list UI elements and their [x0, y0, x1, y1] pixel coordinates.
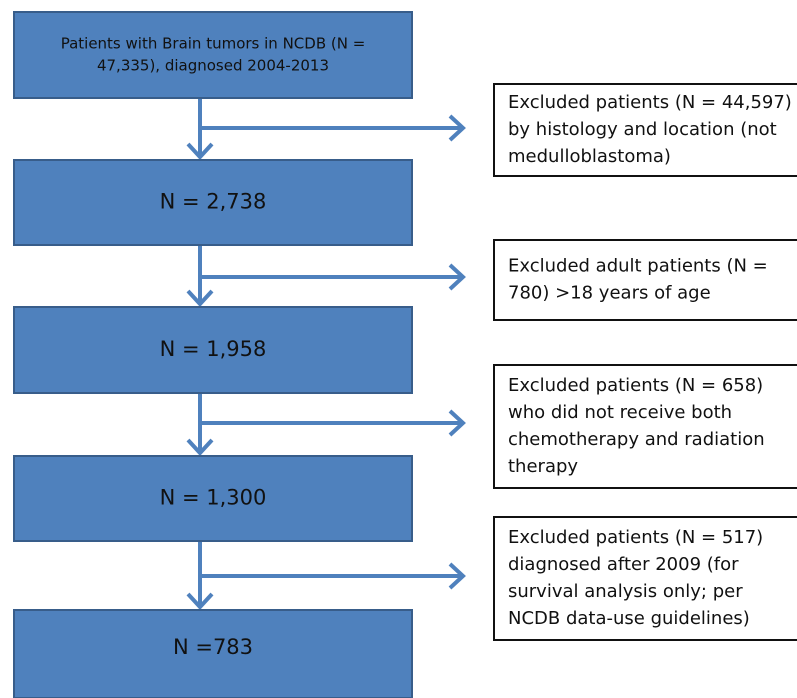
exclusion-label: Excluded patients (N = 517) [508, 527, 763, 548]
cohort-label: N =783 [173, 635, 253, 659]
cohort-box [13, 159, 413, 246]
cohort-label: 47,335), diagnosed 2004-2013 [97, 56, 329, 74]
cohort-box [13, 306, 413, 394]
exclusion-box [493, 83, 797, 177]
exclusion-label: therapy [508, 456, 578, 477]
cohort-label: Patients with Brain tumors in NCDB (N = [61, 35, 366, 53]
exclusion-box [493, 364, 797, 489]
arrow-head [186, 289, 214, 307]
exclusion-label: Excluded patients (N = 658) [508, 375, 763, 396]
exclusion-label: medulloblastoma) [508, 146, 671, 167]
connectors [186, 98, 466, 610]
exclusion-label: who did not receive both [508, 402, 732, 423]
exclusion-label: survival analysis only; per [508, 581, 743, 602]
exclusion-label: Excluded adult patients (N = [508, 256, 768, 277]
cohort-box [13, 609, 413, 698]
cohort-label: N = 2,738 [160, 190, 267, 214]
arrow-head [186, 438, 214, 456]
arrow-head [448, 562, 466, 590]
arrow-head [186, 592, 214, 610]
arrow-head [186, 142, 214, 160]
exclusion-label: 780) >18 years of age [508, 283, 711, 304]
arrow-head [448, 409, 466, 437]
cohort-label: N = 1,958 [160, 337, 267, 361]
arrow-head [448, 263, 466, 291]
exclusion-label: diagnosed after 2009 (for [508, 554, 739, 575]
exclusion-label: chemotherapy and radiation [508, 429, 765, 450]
cohort-box [13, 455, 413, 542]
exclusion-box [493, 239, 797, 321]
exclusion-label: Excluded patients (N = 44,597) [508, 92, 792, 113]
exclusion-box [493, 516, 797, 641]
exclusion-label: by histology and location (not [508, 119, 777, 140]
cohort-label: N = 1,300 [160, 486, 267, 510]
cohort-box [13, 11, 413, 99]
exclusion-label: NCDB data-use guidelines) [508, 608, 750, 629]
arrow-head [448, 114, 466, 142]
